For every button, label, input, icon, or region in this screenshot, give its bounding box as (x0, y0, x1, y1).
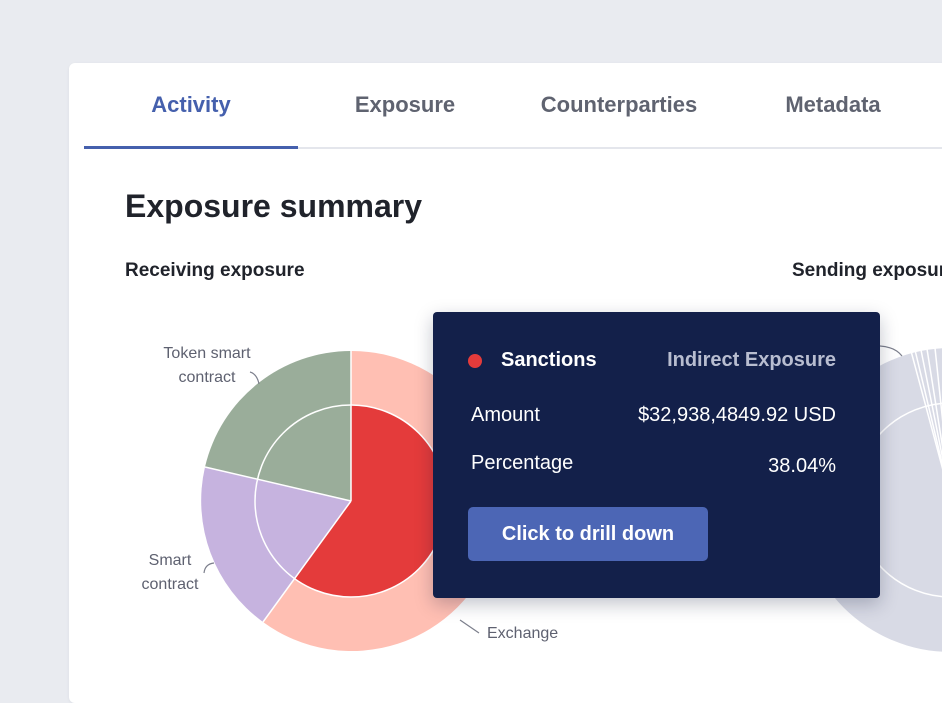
smart-contract-label: Smart contract (141, 552, 199, 593)
sending-exposure-title: Sending exposure (792, 260, 942, 281)
tooltip-amount-label: Amount (471, 404, 540, 426)
smart-contract-inner-slice[interactable] (255, 479, 351, 579)
receiving-exposure-title: Receiving exposure (125, 260, 305, 281)
token-smart-contract-inner-slice[interactable] (258, 405, 351, 501)
tab-bar: Activity Exposure Counterparties Metadat… (84, 63, 942, 149)
sanctions-dot-icon (468, 354, 482, 368)
sending-callout-line (879, 345, 903, 357)
token-callout-line (249, 371, 260, 385)
tooltip-category: Sanctions (501, 349, 597, 371)
page-title: Exposure summary (125, 188, 423, 224)
tab-exposure[interactable]: Exposure (354, 92, 456, 117)
exchange-label: Exchange (487, 625, 559, 642)
tab-counterparties[interactable]: Counterparties (540, 92, 698, 117)
exchange-callout-line (459, 619, 480, 634)
tooltip-percentage-label: Percentage (471, 452, 574, 474)
tab-activity[interactable]: Activity (84, 63, 298, 149)
exposure-card: Activity Exposure Counterparties Metadat… (69, 63, 942, 703)
exposure-tooltip: Sanctions Indirect Exposure Amount $32,9… (433, 312, 880, 598)
drill-down-button[interactable]: Click to drill down (468, 507, 708, 561)
tooltip-amount-value: $32,938,4849.92 USD (638, 404, 836, 426)
smart-contract-callout-line (203, 562, 215, 574)
tooltip-percentage-value: 38.04% (768, 455, 836, 477)
tooltip-exposure-type: Indirect Exposure (667, 349, 836, 371)
tab-metadata[interactable]: Metadata (785, 92, 881, 117)
token-smart-contract-label: Token smart contract (163, 345, 251, 386)
sanctions-slice[interactable] (295, 405, 447, 597)
